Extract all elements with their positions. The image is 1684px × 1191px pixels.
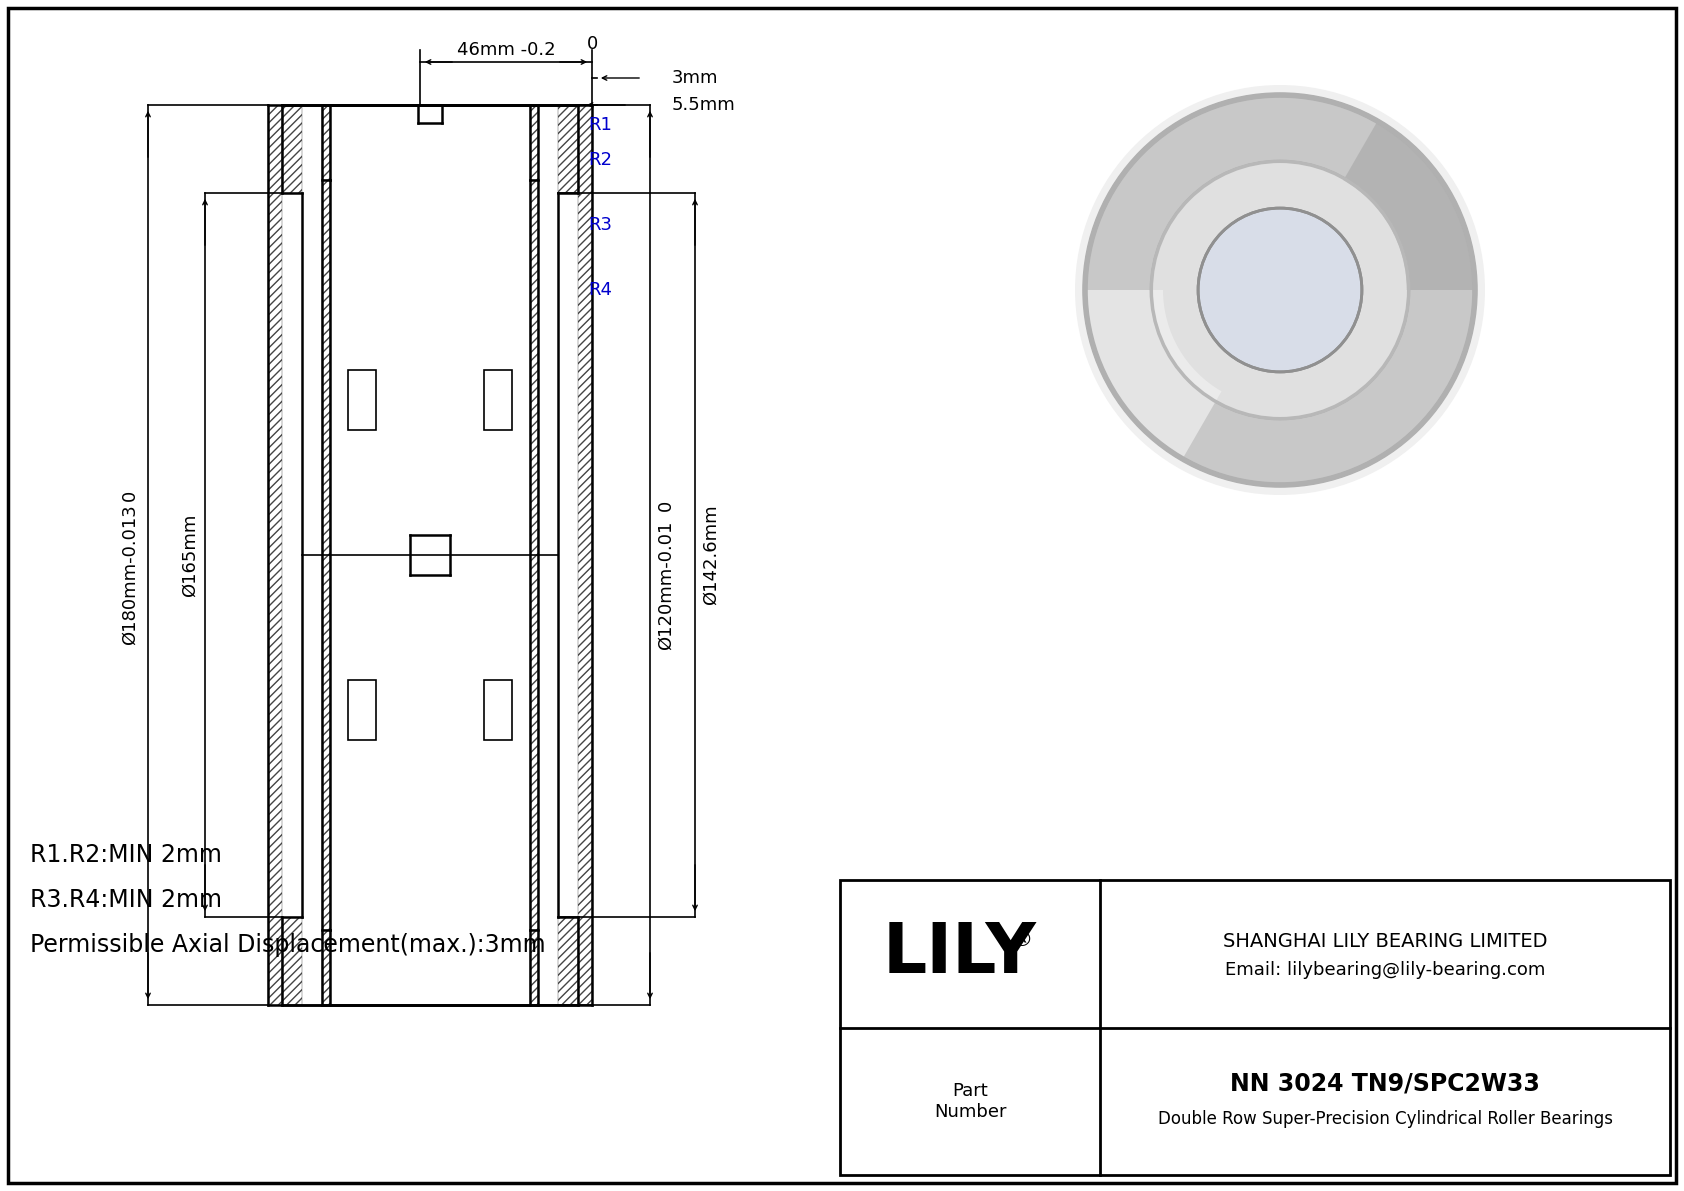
Text: LILY: LILY xyxy=(882,921,1037,987)
Bar xyxy=(557,917,578,1005)
Text: NN 3024 TN9/SPC2W33: NN 3024 TN9/SPC2W33 xyxy=(1229,1071,1539,1096)
Text: R4: R4 xyxy=(588,281,611,299)
Wedge shape xyxy=(1344,121,1475,289)
Bar xyxy=(322,105,330,180)
Bar xyxy=(322,180,330,930)
Text: 3mm: 3mm xyxy=(672,69,719,87)
Bar xyxy=(578,105,593,1005)
Text: ®: ® xyxy=(1010,930,1034,949)
Text: R2: R2 xyxy=(588,151,611,169)
Text: Ø165mm: Ø165mm xyxy=(180,513,199,597)
Text: Ø142.6mm: Ø142.6mm xyxy=(702,505,721,605)
Text: Ø180mm-0.013: Ø180mm-0.013 xyxy=(121,505,140,646)
Text: 46mm -0.2: 46mm -0.2 xyxy=(456,40,556,60)
Bar xyxy=(840,880,1671,1176)
Bar xyxy=(530,180,537,930)
Bar xyxy=(281,105,301,193)
Text: 5.5mm: 5.5mm xyxy=(672,96,736,114)
Circle shape xyxy=(1152,161,1410,419)
Circle shape xyxy=(1197,208,1362,372)
Text: Part
Number: Part Number xyxy=(933,1081,1007,1121)
Circle shape xyxy=(1074,85,1485,495)
Text: Double Row Super-Precision Cylindrical Roller Bearings: Double Row Super-Precision Cylindrical R… xyxy=(1157,1110,1613,1128)
Bar xyxy=(557,105,578,193)
Bar xyxy=(349,370,376,430)
Text: Permissible Axial Displacement(max.):3mm: Permissible Axial Displacement(max.):3mm xyxy=(30,933,546,958)
Text: SHANGHAI LILY BEARING LIMITED: SHANGHAI LILY BEARING LIMITED xyxy=(1223,933,1548,952)
Circle shape xyxy=(1152,161,1410,419)
Bar xyxy=(281,917,301,1005)
Bar xyxy=(349,680,376,740)
Text: R3: R3 xyxy=(588,216,611,233)
Text: 0: 0 xyxy=(586,35,598,54)
Text: 0: 0 xyxy=(121,490,140,500)
Text: R1: R1 xyxy=(588,116,611,135)
Bar xyxy=(483,680,512,740)
Text: Email: lilybearing@lily-bearing.com: Email: lilybearing@lily-bearing.com xyxy=(1224,961,1546,979)
Bar xyxy=(268,105,281,1005)
Text: 0: 0 xyxy=(657,499,675,511)
Circle shape xyxy=(1084,95,1475,485)
Text: R3.R4:MIN 2mm: R3.R4:MIN 2mm xyxy=(30,888,222,912)
Wedge shape xyxy=(1084,289,1221,459)
Bar xyxy=(530,930,537,1005)
Text: Ø120mm-0.01: Ø120mm-0.01 xyxy=(657,520,675,649)
Bar xyxy=(530,105,537,180)
Bar xyxy=(483,370,512,430)
Bar xyxy=(322,930,330,1005)
Text: R1.R2:MIN 2mm: R1.R2:MIN 2mm xyxy=(30,843,222,867)
